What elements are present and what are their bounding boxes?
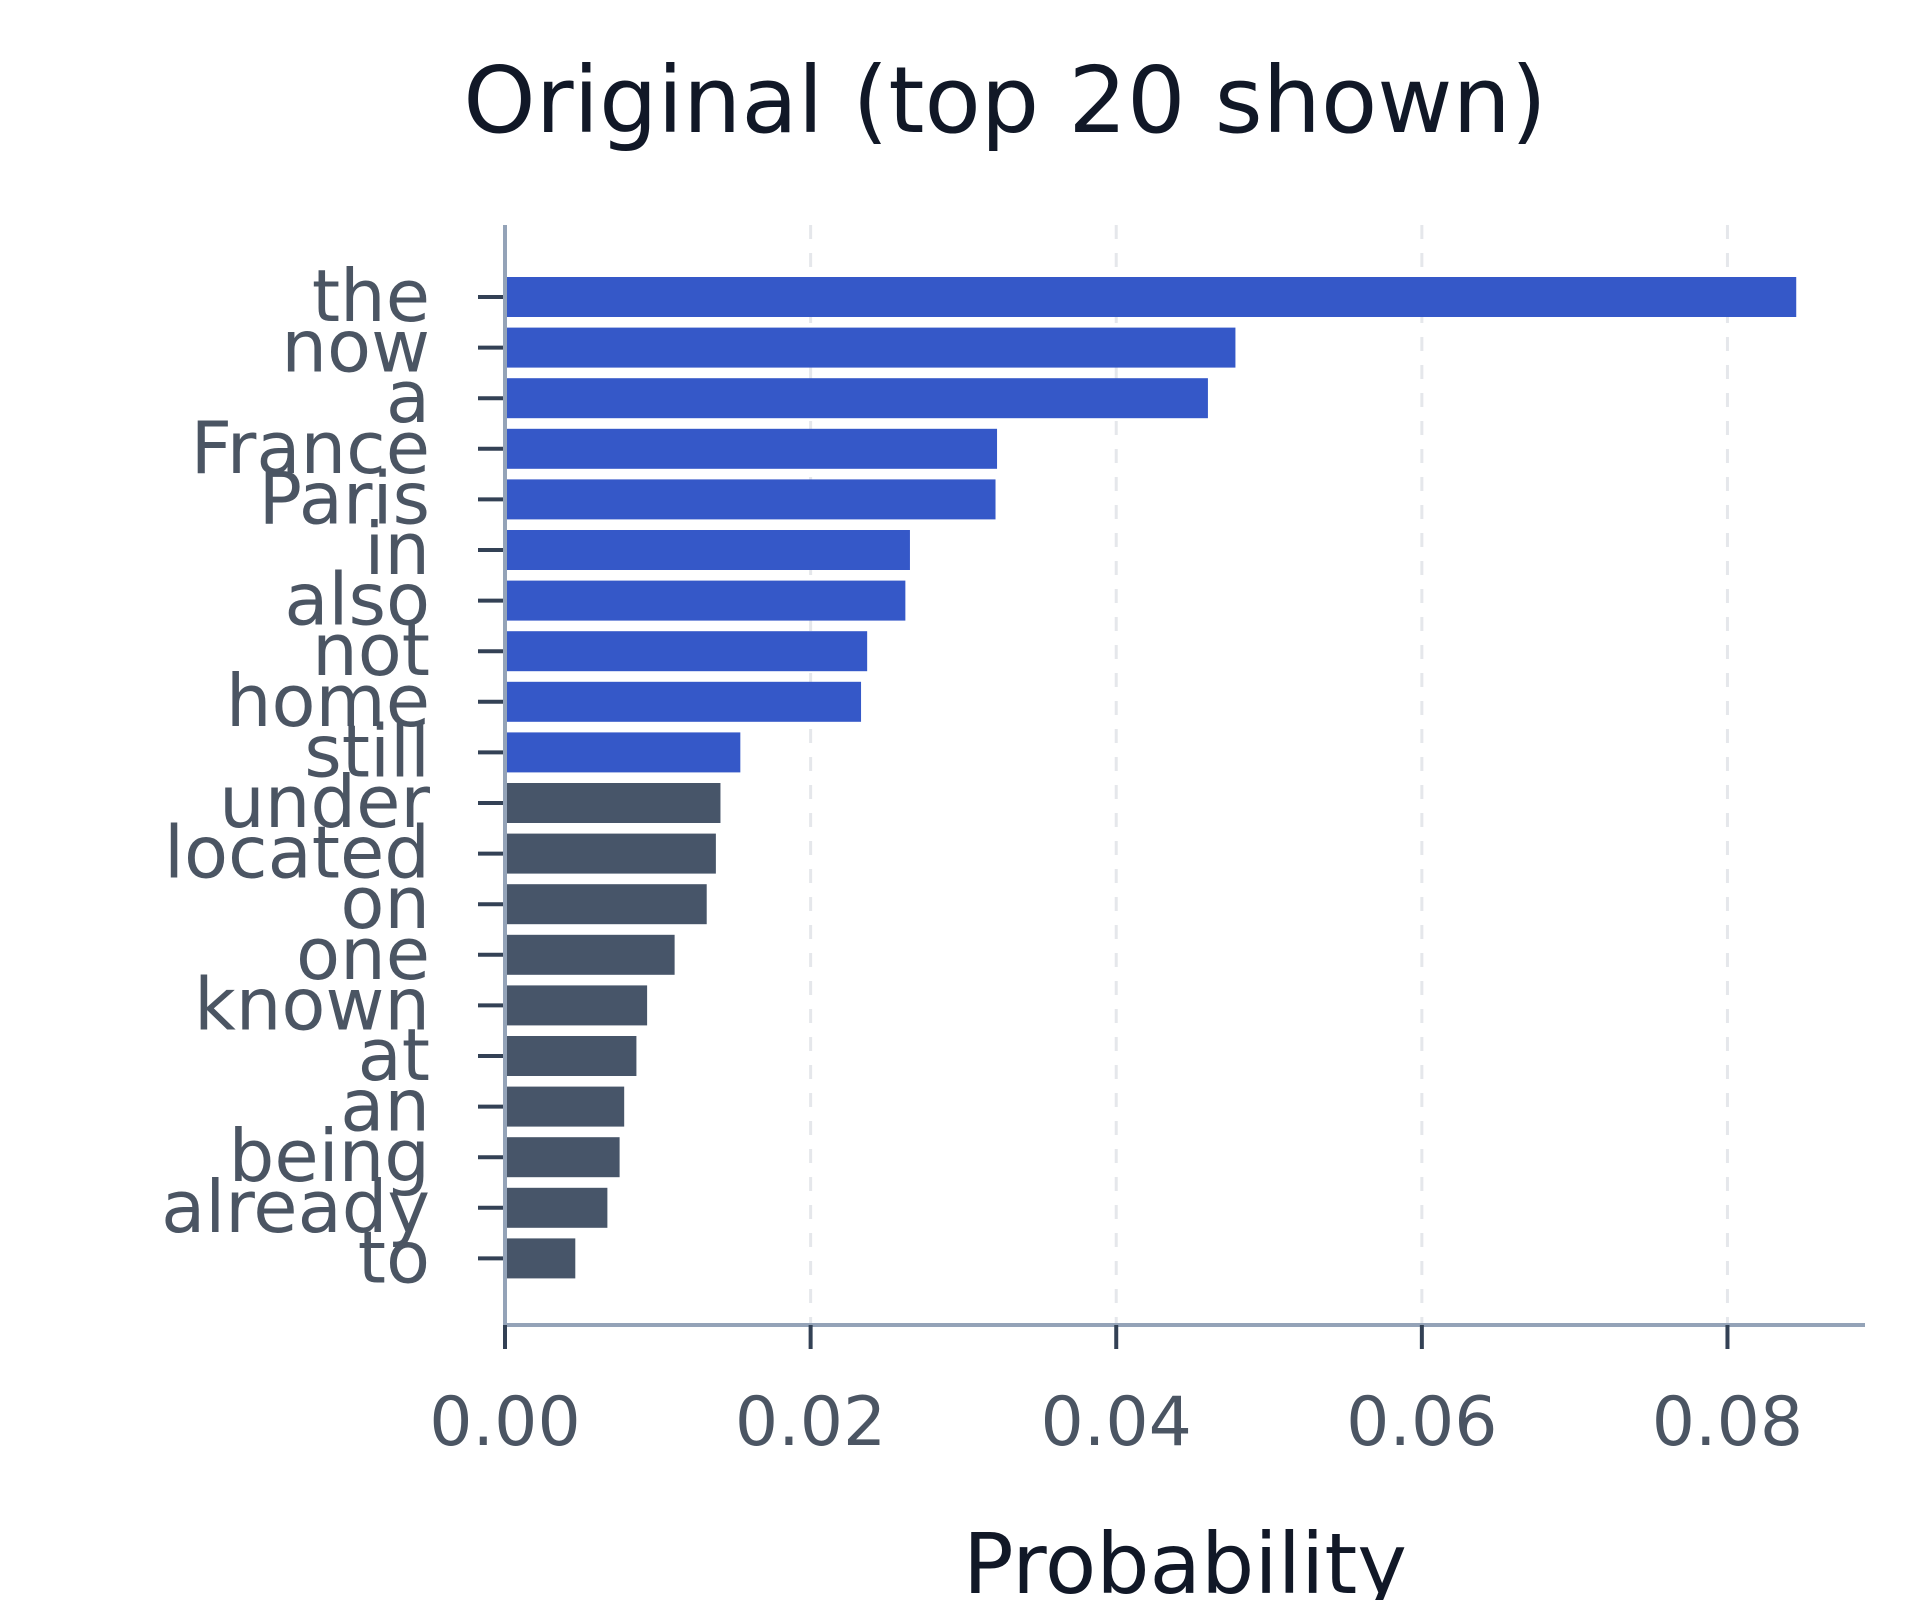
- x-tick-label-3: 0.06: [1346, 1383, 1497, 1462]
- x-tick-labels: 0.00 0.02 0.04 0.06 0.08: [429, 1325, 1803, 1462]
- bar-now: [507, 327, 1236, 368]
- category-label-not: not: [312, 608, 430, 692]
- bar-known: [507, 985, 648, 1026]
- category-label-a: a: [386, 355, 430, 439]
- bar-Paris: [507, 479, 996, 520]
- category-label-France: France: [191, 406, 430, 490]
- category-label-to: to: [358, 1215, 430, 1299]
- category-label-located: located: [164, 811, 430, 895]
- category-label-an: an: [340, 1064, 430, 1148]
- bar-on: [507, 884, 707, 925]
- bar-an: [507, 1086, 625, 1127]
- category-label-already: already: [161, 1165, 430, 1249]
- bar-also: [507, 580, 906, 621]
- bar-already: [507, 1187, 608, 1228]
- category-label-still: still: [304, 709, 430, 793]
- bar-under: [507, 783, 721, 823]
- axes: [503, 225, 1865, 1327]
- category-label-home: home: [226, 659, 430, 743]
- category-label-on: on: [340, 861, 430, 945]
- bar-home: [507, 681, 862, 722]
- bar-still: [507, 732, 741, 773]
- bar-in: [507, 530, 910, 570]
- bar-the: [507, 277, 1797, 317]
- category-labels: thenowaFranceParisinalsonothomestillunde…: [161, 254, 505, 1299]
- bar-at: [507, 1036, 637, 1076]
- category-label-at: at: [358, 1013, 430, 1097]
- bar-France: [507, 428, 998, 469]
- bar-being: [507, 1137, 620, 1178]
- category-label-now: now: [281, 305, 430, 389]
- category-label-under: under: [219, 760, 430, 844]
- category-label-also: also: [284, 558, 430, 642]
- x-axis-title: Probability: [963, 1515, 1407, 1600]
- bar-one: [507, 934, 675, 975]
- bar-series: [507, 277, 1797, 1279]
- category-label-the: the: [312, 254, 430, 338]
- bar-a: [507, 378, 1208, 419]
- category-label-known: known: [194, 962, 430, 1046]
- bar-located: [507, 833, 716, 874]
- x-tick-label-1: 0.02: [735, 1383, 886, 1462]
- bar-to: [507, 1238, 576, 1279]
- chart-title: Original (top 20 shown): [463, 47, 1546, 154]
- x-tick-label-2: 0.04: [1041, 1383, 1192, 1462]
- category-label-Paris: Paris: [259, 456, 430, 540]
- x-tick-label-4: 0.08: [1652, 1383, 1803, 1462]
- category-label-in: in: [364, 507, 430, 591]
- category-label-being: being: [229, 1114, 430, 1198]
- bar-not: [507, 631, 868, 672]
- category-label-one: one: [296, 912, 430, 996]
- x-tick-label-0: 0.00: [429, 1383, 580, 1462]
